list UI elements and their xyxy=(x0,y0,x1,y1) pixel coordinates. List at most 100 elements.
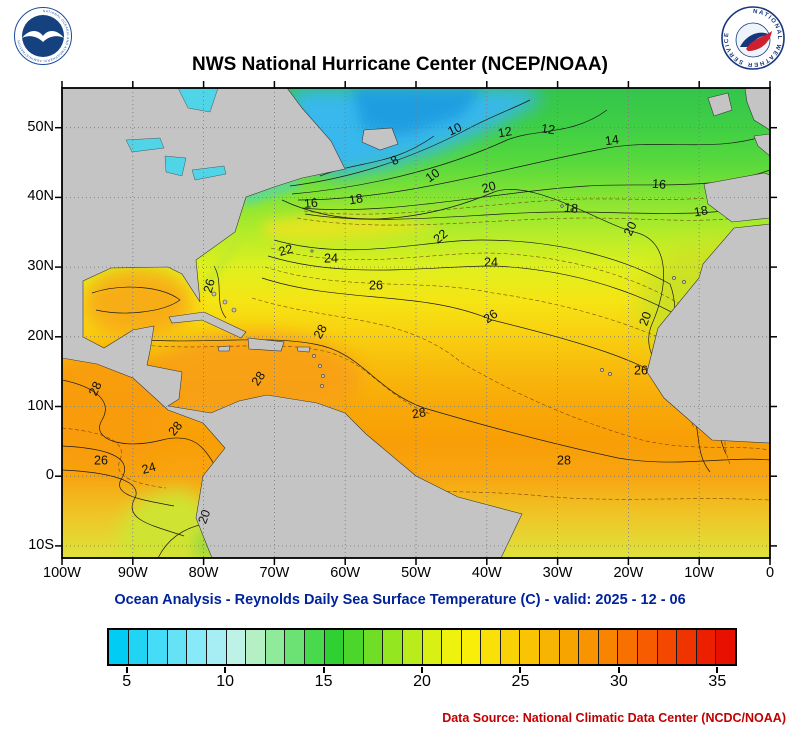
contour-line xyxy=(62,469,185,537)
lat-tick-label: 10S xyxy=(28,536,54,553)
contour-line xyxy=(289,99,531,187)
lake-michigan-huron xyxy=(164,155,187,177)
lon-tick-label: 50W xyxy=(401,565,431,581)
map-caption: Ocean Analysis - Reynolds Daily Sea Surf… xyxy=(114,592,686,608)
contour-label: 28 xyxy=(411,405,427,421)
colorbar-tick-label: 35 xyxy=(708,673,727,690)
colorbar-cell xyxy=(148,630,168,664)
landmass-americas xyxy=(62,88,523,558)
gulf-of-mexico-warm xyxy=(82,268,192,338)
landmass-britain xyxy=(744,88,770,131)
contour-line xyxy=(304,201,770,220)
noaa-logo-icon: NATIONAL OCEANIC AND ATMOSPHERIC ADMINIS… xyxy=(14,7,72,65)
lon-tick-label: 80W xyxy=(188,565,219,581)
lon-tick-label: 10W xyxy=(684,565,715,581)
coastal-front-strip xyxy=(202,233,240,292)
colorbar-cell xyxy=(265,630,286,664)
contour-line xyxy=(297,133,770,201)
colorbar-cell xyxy=(324,630,345,664)
contour-line-dashed xyxy=(131,343,431,415)
contour-label: 26 xyxy=(481,307,500,326)
contour-label: 14 xyxy=(604,132,620,148)
contour-label: 24 xyxy=(484,255,498,269)
landmass-africa xyxy=(646,223,770,444)
colorbar-cell xyxy=(598,630,619,664)
shelf-cold-strip xyxy=(242,178,302,206)
contour-line xyxy=(213,265,227,319)
colorbar-cell xyxy=(442,630,462,664)
colorbar-tick-label: 25 xyxy=(511,673,530,690)
colorbar-tickmark xyxy=(421,667,423,673)
lon-tick-label: 70W xyxy=(259,565,290,581)
colorbar-cell xyxy=(461,630,482,664)
lon-tick-label: 40W xyxy=(471,565,502,581)
island-dot-antilles xyxy=(320,384,324,388)
landmass-france xyxy=(753,133,770,157)
colorbar-cell xyxy=(109,630,129,664)
contour-label: 12 xyxy=(540,121,556,137)
nws-logo-icon: NATIONAL WEATHER SERVICE xyxy=(721,6,785,70)
data-source-credit: Data Source: National Climatic Data Cent… xyxy=(442,711,786,725)
island-dot-cape-verde xyxy=(608,372,612,376)
contour-label: 26 xyxy=(94,453,108,467)
island-dot-bahamas xyxy=(211,291,217,297)
colorbar-cell xyxy=(716,630,735,664)
colorbar-cell xyxy=(226,630,247,664)
landmass-newfoundland xyxy=(361,127,399,151)
colorbar-cell xyxy=(520,630,541,664)
colorbar-cell xyxy=(540,630,560,664)
colorbar-cell xyxy=(285,630,305,664)
colorbar-tickmark xyxy=(617,667,620,673)
contour-line xyxy=(91,286,181,314)
landmasses xyxy=(62,88,770,558)
landmass-iberia xyxy=(703,172,770,223)
colorbar-cell xyxy=(422,630,443,664)
island-dot-bahamas xyxy=(231,307,237,313)
colorbar-tickmark xyxy=(224,667,227,673)
nws-emblem-blue-swoosh xyxy=(740,32,770,47)
contour-label: 20 xyxy=(480,179,497,196)
colorbar-cell xyxy=(638,630,658,664)
lat-tick-label: 50N xyxy=(27,118,54,135)
noaa-seagull-icon xyxy=(22,31,64,42)
island-dot-bahamas xyxy=(222,299,228,305)
colorbar-cell xyxy=(304,630,325,664)
contour-label: 18 xyxy=(348,191,364,207)
contour-label: 18 xyxy=(564,201,579,216)
lat-tick-label: 0 xyxy=(45,467,54,484)
contour-label: 12 xyxy=(497,124,513,140)
colorbar-cell xyxy=(481,630,501,664)
lon-tick-label: 100W xyxy=(43,565,81,581)
colorbar-cell xyxy=(579,630,599,664)
island-dot-antilles xyxy=(321,374,325,378)
island-dot-bermuda xyxy=(310,249,314,253)
caribbean-warm xyxy=(142,333,362,423)
axis-tick-marks xyxy=(55,81,777,565)
contour-label: 10 xyxy=(445,120,464,139)
contour-line-dashed xyxy=(251,297,770,451)
contour-label: 16 xyxy=(652,177,667,192)
contour-label: 20 xyxy=(621,219,640,238)
lat-tick-label: 20N xyxy=(27,327,54,344)
landmass-ireland xyxy=(707,92,733,117)
colorbar-cell xyxy=(167,630,188,664)
lon-tick-label: 20W xyxy=(613,565,644,581)
colorbar-cell xyxy=(618,630,639,664)
colorbar-cell xyxy=(206,630,227,664)
contour-line xyxy=(281,189,699,393)
contour-label: 20 xyxy=(636,310,654,328)
lon-tick-label: 90W xyxy=(117,565,148,581)
island-dot-antilles xyxy=(312,354,316,358)
contour-label: 28 xyxy=(249,369,268,388)
contour-label: 26 xyxy=(369,278,383,292)
contour-label: 16 xyxy=(303,196,318,211)
island-puerto-rico xyxy=(296,346,311,353)
colorbar-cell xyxy=(344,630,364,664)
contour-label: 22 xyxy=(277,242,294,259)
page-title: NWS National Hurricane Center (NCEP/NOAA… xyxy=(192,54,608,75)
contour-label: 24 xyxy=(324,251,338,265)
colorbar-tick-label: 30 xyxy=(609,673,628,690)
nws-logo: NATIONAL WEATHER SERVICE xyxy=(720,5,786,76)
colorbar-cell xyxy=(383,630,403,664)
